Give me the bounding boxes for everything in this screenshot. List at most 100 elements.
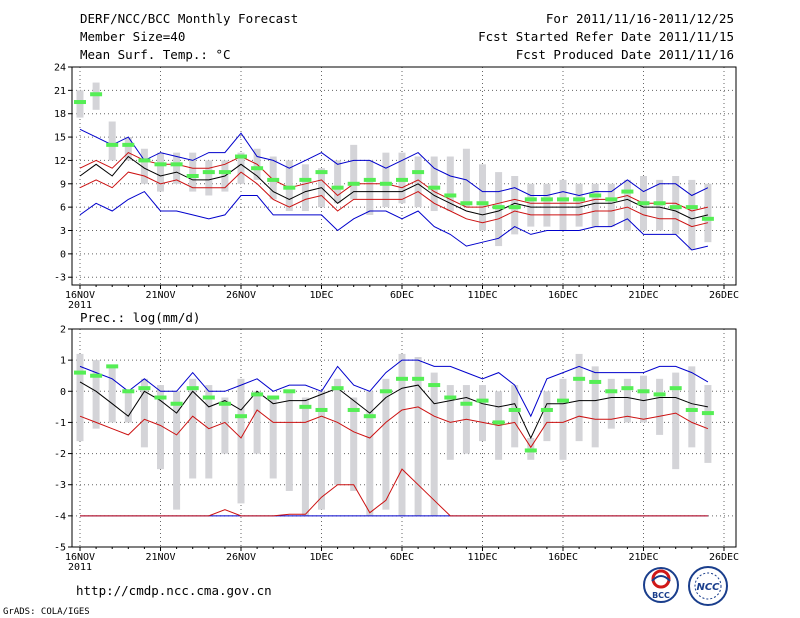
temp-median-mark	[90, 92, 103, 97]
temp-spread-box	[607, 183, 615, 227]
prec-spread-box	[285, 391, 293, 491]
temp-spread-box	[108, 121, 116, 161]
temp-median-mark	[202, 170, 215, 175]
temp-median-mark	[74, 100, 86, 105]
prec-spread-box	[237, 378, 245, 504]
prec-spread-box	[414, 357, 422, 516]
prec-ytick-label: -3	[54, 480, 66, 491]
prec-spread-box	[688, 366, 696, 448]
temp-spread-box	[350, 144, 358, 200]
prec-median-mark	[267, 395, 280, 400]
temp-min-line	[79, 190, 709, 251]
prec-ytick-label: -1	[54, 418, 66, 429]
prec-median-mark	[492, 420, 505, 425]
temp-spread-box	[157, 152, 164, 192]
temp-median-mark	[363, 177, 376, 182]
bcc-logo: BCC	[643, 567, 679, 603]
temp-ytick-label: 6	[60, 203, 66, 214]
temp-spread-box	[591, 183, 599, 227]
prec-median-mark	[476, 398, 489, 403]
chart-title: DERF/NCC/BCC Monthly Forecast	[80, 11, 298, 26]
prec-spread-box	[140, 378, 148, 448]
temp-median-mark	[396, 177, 408, 182]
precipitation-boxes	[76, 353, 712, 516]
temp-max-line	[79, 128, 709, 197]
prec-median-mark	[299, 404, 312, 409]
prec-median-mark	[347, 407, 360, 412]
temperature-plot-frame	[71, 66, 737, 286]
prec-median-mark	[701, 411, 714, 416]
prec-lower-line	[80, 468, 708, 517]
prec-median-mark	[186, 386, 199, 391]
temp-spread-box	[688, 179, 696, 250]
prec-spread-box	[157, 385, 164, 470]
prec-spread-box	[124, 391, 132, 423]
temp-median-mark	[379, 181, 392, 186]
prec-median-mark	[653, 392, 666, 397]
prec-median-mark	[669, 386, 682, 391]
temperature-lines	[79, 128, 709, 251]
prec-median-mark	[508, 407, 521, 412]
precip-panel-title: Prec.: log(mm/d)	[80, 310, 200, 325]
prec-median-mark	[138, 386, 151, 391]
temp-spread-box	[140, 148, 148, 184]
prec-xtick-label: 1DEC	[309, 552, 333, 563]
prec-median-mark	[106, 364, 119, 369]
temp-median-mark	[122, 142, 135, 147]
temp-ytick-label: 0	[60, 249, 66, 260]
prec-median-mark	[428, 383, 441, 388]
prec-mean-line	[79, 381, 708, 440]
temp-spread-box	[623, 179, 631, 231]
temp-median-mark	[315, 170, 328, 175]
temp-median-mark	[508, 205, 521, 210]
prec-xtick-label: 11DEC	[467, 552, 497, 563]
temp-xtick-label: 6DEC	[390, 290, 414, 301]
prec-median-mark	[460, 401, 473, 406]
temp-median-mark	[106, 142, 119, 147]
prec-median-mark	[235, 414, 247, 419]
prec-spread-box	[607, 378, 615, 429]
temp-spread-box	[124, 137, 132, 161]
temp-xtick-label: 21NOV	[145, 290, 175, 301]
precipitation-y-axis: 2 1 0 -1 -2 -3 -4 -5	[54, 325, 72, 554]
temp-median-mark	[524, 197, 537, 202]
temp-median-mark	[540, 197, 553, 202]
prec-median-mark	[412, 376, 425, 381]
prec-xtick-label: 26NOV	[226, 552, 256, 563]
prec-ytick-label: -5	[54, 543, 66, 554]
precipitation-plot-frame	[71, 328, 737, 548]
prec-median-mark	[621, 386, 634, 391]
temperature-x-axis: 16NOV 21NOV 26NOV 1DEC 6DEC 11DEC 16DEC 21DEC 26…	[65, 285, 739, 311]
prec-spread-box	[350, 397, 358, 491]
temp-spread-box	[301, 164, 309, 212]
prec-max-line	[79, 359, 709, 418]
temp-median-mark	[621, 189, 634, 194]
prec-ytick-label: -2	[54, 449, 66, 460]
temp-median-mark	[186, 174, 199, 178]
temp-median-mark	[251, 166, 264, 171]
temp-ytick-label: 12	[54, 156, 66, 167]
prec-spread-box	[382, 378, 390, 510]
prec-spread-box	[704, 385, 712, 463]
prec-median-mark	[251, 392, 264, 397]
temp-median-mark	[347, 181, 360, 186]
temp-mean-line	[79, 155, 709, 220]
prec-median-mark	[444, 395, 457, 400]
prec-year-label: 2011	[68, 562, 92, 573]
temp-median-mark	[331, 185, 344, 190]
temp-xtick-label: 26DEC	[709, 290, 739, 301]
prec-xtick-label: 21DEC	[628, 552, 658, 563]
ncc-logo-text: NCC	[696, 582, 720, 593]
temp-median-mark	[444, 193, 457, 198]
prec-median-mark	[379, 389, 392, 394]
temp-spread-box	[479, 164, 486, 231]
prec-spread-box	[640, 375, 647, 423]
temp-spread-box	[430, 156, 438, 212]
temp-year-label: 2011	[68, 300, 92, 311]
prec-ytick-label: 1	[60, 356, 66, 367]
temp-median-mark	[573, 197, 586, 202]
prec-median-mark	[557, 398, 569, 403]
temp-median-mark	[685, 205, 698, 210]
prec-ytick-label: 2	[60, 325, 66, 336]
temp-spread-box	[527, 183, 535, 227]
